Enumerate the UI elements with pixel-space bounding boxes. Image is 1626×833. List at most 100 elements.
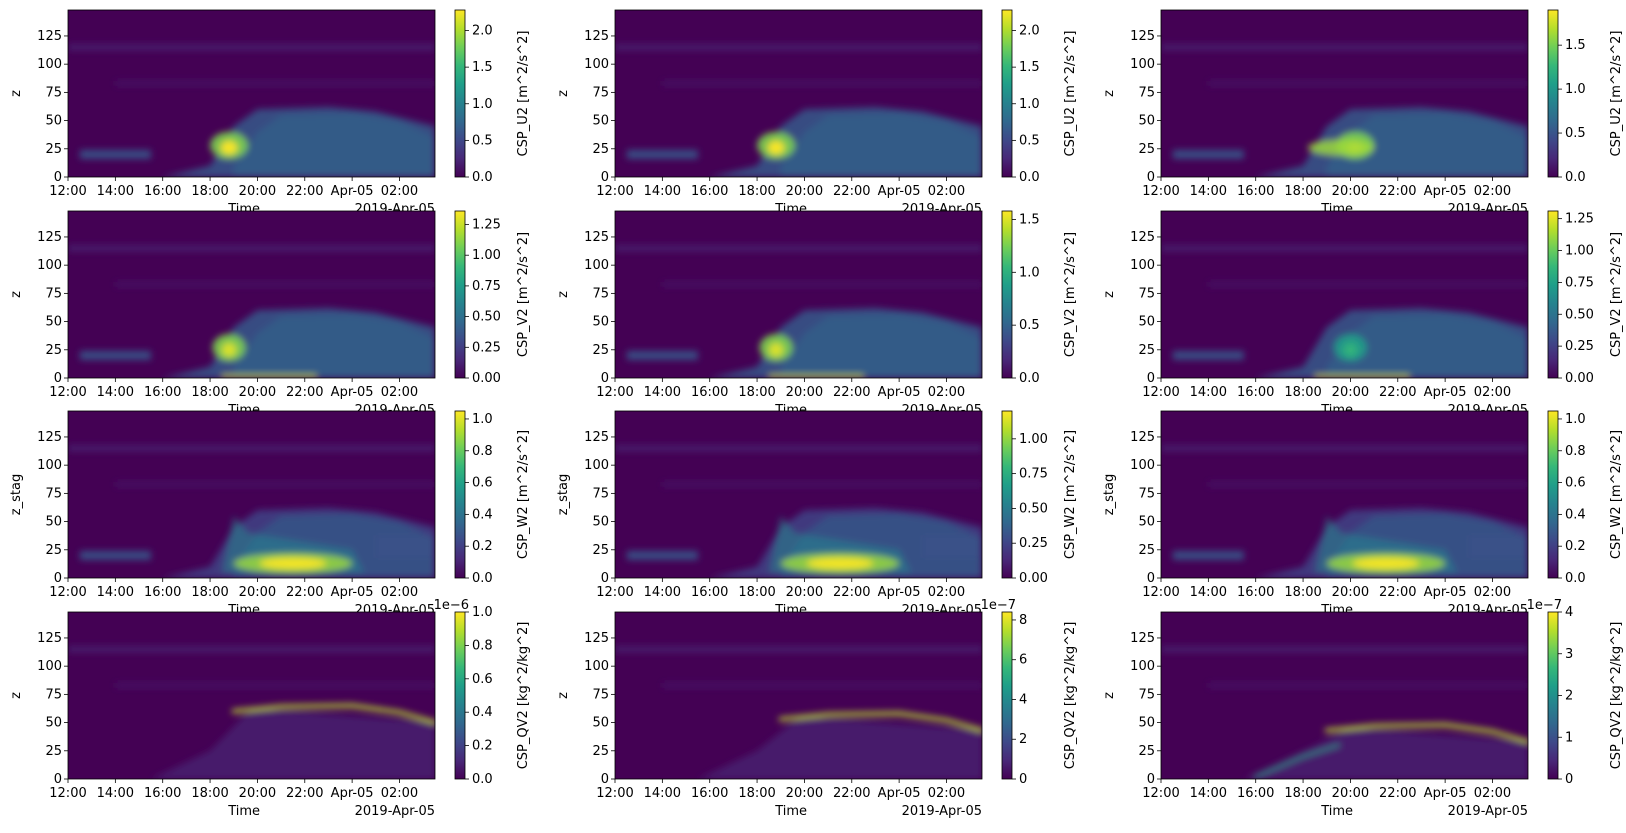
- heatmap-feature: [1314, 374, 1410, 378]
- y-tick-label: 25: [592, 543, 609, 558]
- heatmap-feature: [768, 374, 864, 378]
- heatmap-field: [615, 444, 982, 578]
- y-tick-label: 75: [592, 85, 609, 100]
- colorbar-tick-label: 0.0: [472, 772, 493, 787]
- y-tick-label: 0: [54, 371, 62, 386]
- y-tick-label: 125: [37, 631, 62, 646]
- heatmap-feature: [662, 481, 982, 488]
- colorbar-tick-label: 0.75: [1019, 467, 1048, 482]
- colorbar-tick-label: 1.00: [472, 248, 501, 263]
- colorbar-tick-label: 1.0: [472, 412, 493, 427]
- x-tick-label: 22:00: [286, 585, 323, 600]
- axes-frame: [614, 210, 983, 379]
- heatmap-feature: [615, 43, 982, 51]
- heatmap-field: [615, 645, 982, 779]
- axes-frame: [67, 611, 436, 780]
- heatmap-feature: [220, 140, 238, 155]
- x-tick-label: 20:00: [1332, 786, 1369, 801]
- x-tick-label: 14:00: [644, 585, 681, 600]
- colorbar-tick-label: 1.00: [1019, 432, 1048, 447]
- x-axis-label: Time: [1320, 804, 1353, 819]
- y-tick-label: 100: [37, 458, 62, 473]
- x-tick-label: 18:00: [191, 585, 228, 600]
- y-tick-label: 50: [1138, 315, 1155, 330]
- heatmap-field: [68, 244, 435, 378]
- y-tick-label: 0: [601, 571, 609, 586]
- x-tick-label: 18:00: [191, 184, 228, 199]
- heatmap-feature: [1243, 728, 1528, 779]
- y-tick-label: 100: [584, 458, 609, 473]
- x-tick-label: Apr-05: [331, 385, 374, 400]
- y-tick-label: 75: [45, 286, 62, 301]
- x-tick-label: 12:00: [49, 585, 86, 600]
- colorbar: [1001, 611, 1013, 780]
- heatmap-feature: [68, 645, 435, 653]
- heatmap-feature: [68, 43, 435, 51]
- colorbar-tick-label: 1.0: [472, 97, 493, 112]
- heatmap-feature: [1352, 557, 1420, 569]
- subplot-10: 0 25 50 75 100 125 z 12:00 14:00 16:00 18:00 20:00 2…: [9, 598, 531, 819]
- colorbar-tick-label: 1.5: [1565, 38, 1586, 53]
- colorbar-tick-label: 8: [1019, 613, 1027, 628]
- y-tick-label: 25: [1138, 744, 1155, 759]
- heatmap-feature: [1161, 244, 1528, 252]
- colorbar-tick-label: 1.0: [1019, 265, 1040, 280]
- y-axis-label: z: [9, 291, 24, 298]
- y-axis-label: z_stag: [556, 474, 571, 515]
- colorbar-tick-label: 0.00: [1019, 571, 1048, 586]
- axes-frame: [67, 210, 436, 379]
- y-tick-label: 100: [584, 57, 609, 72]
- colorbar-tick-label: 0.5: [1565, 126, 1586, 141]
- y-tick-label: 0: [601, 371, 609, 386]
- x-tick-label: 20:00: [239, 585, 276, 600]
- colorbar: [1001, 210, 1013, 379]
- heatmap-feature: [68, 444, 435, 452]
- colorbar-tick-label: 0.50: [1019, 501, 1048, 516]
- x-tick-label: 20:00: [786, 786, 823, 801]
- colorbar-tick-label: 0.5: [472, 133, 493, 148]
- heatmap-feature: [1208, 682, 1528, 689]
- y-axis-label: z: [556, 692, 571, 699]
- colorbar-tick-label: 0.6: [472, 476, 493, 491]
- colorbar-tick-label: 2: [1565, 689, 1573, 704]
- y-tick-label: 75: [45, 85, 62, 100]
- heatmap-feature: [259, 557, 327, 569]
- x-tick-label: Apr-05: [878, 585, 921, 600]
- x-tick-label: 16:00: [144, 786, 181, 801]
- heatmap-field: [68, 43, 435, 177]
- colorbar-tick-label: 0: [1019, 772, 1027, 787]
- y-axis-label: z: [9, 692, 24, 699]
- x-tick-label: 20:00: [239, 385, 276, 400]
- x-tick-label: 18:00: [738, 385, 775, 400]
- heatmap-feature: [79, 149, 151, 159]
- colorbar-tick-label: 0.2: [1565, 539, 1586, 554]
- y-tick-label: 125: [584, 29, 609, 44]
- colorbar: [1547, 410, 1559, 579]
- y-tick-label: 100: [1130, 57, 1155, 72]
- y-tick-label: 100: [584, 258, 609, 273]
- y-tick-label: 0: [54, 772, 62, 787]
- y-tick-label: 100: [1130, 458, 1155, 473]
- x-tick-label: 18:00: [1284, 786, 1321, 801]
- x-tick-label: 20:00: [786, 184, 823, 199]
- heatmap-feature: [626, 550, 698, 560]
- colorbar-offset-label: 1e−7: [1527, 598, 1562, 613]
- colorbar-label: CSP_U2 [m^2/s^2]: [1063, 31, 1078, 157]
- colorbar-tick-label: 1.0: [1565, 82, 1586, 97]
- x-offset-label: 2019-Apr-05: [902, 804, 982, 819]
- heatmap-feature: [806, 557, 874, 569]
- x-tick-label: 22:00: [833, 184, 870, 199]
- x-tick-label: 20:00: [1332, 184, 1369, 199]
- colorbar-tick-label: 1.5: [1019, 60, 1040, 75]
- heatmap-feature: [1254, 743, 1341, 779]
- y-tick-label: 100: [37, 258, 62, 273]
- x-tick-label: 16:00: [1237, 385, 1274, 400]
- x-tick-label: 02:00: [381, 385, 418, 400]
- x-offset-label: 2019-Apr-05: [355, 804, 435, 819]
- axes-frame: [1160, 611, 1529, 780]
- colorbar-tick-label: 0.75: [472, 279, 501, 294]
- colorbar: [1547, 611, 1559, 780]
- x-tick-label: 12:00: [596, 786, 633, 801]
- heatmap-field: [68, 645, 435, 779]
- heatmap-field: [615, 244, 982, 378]
